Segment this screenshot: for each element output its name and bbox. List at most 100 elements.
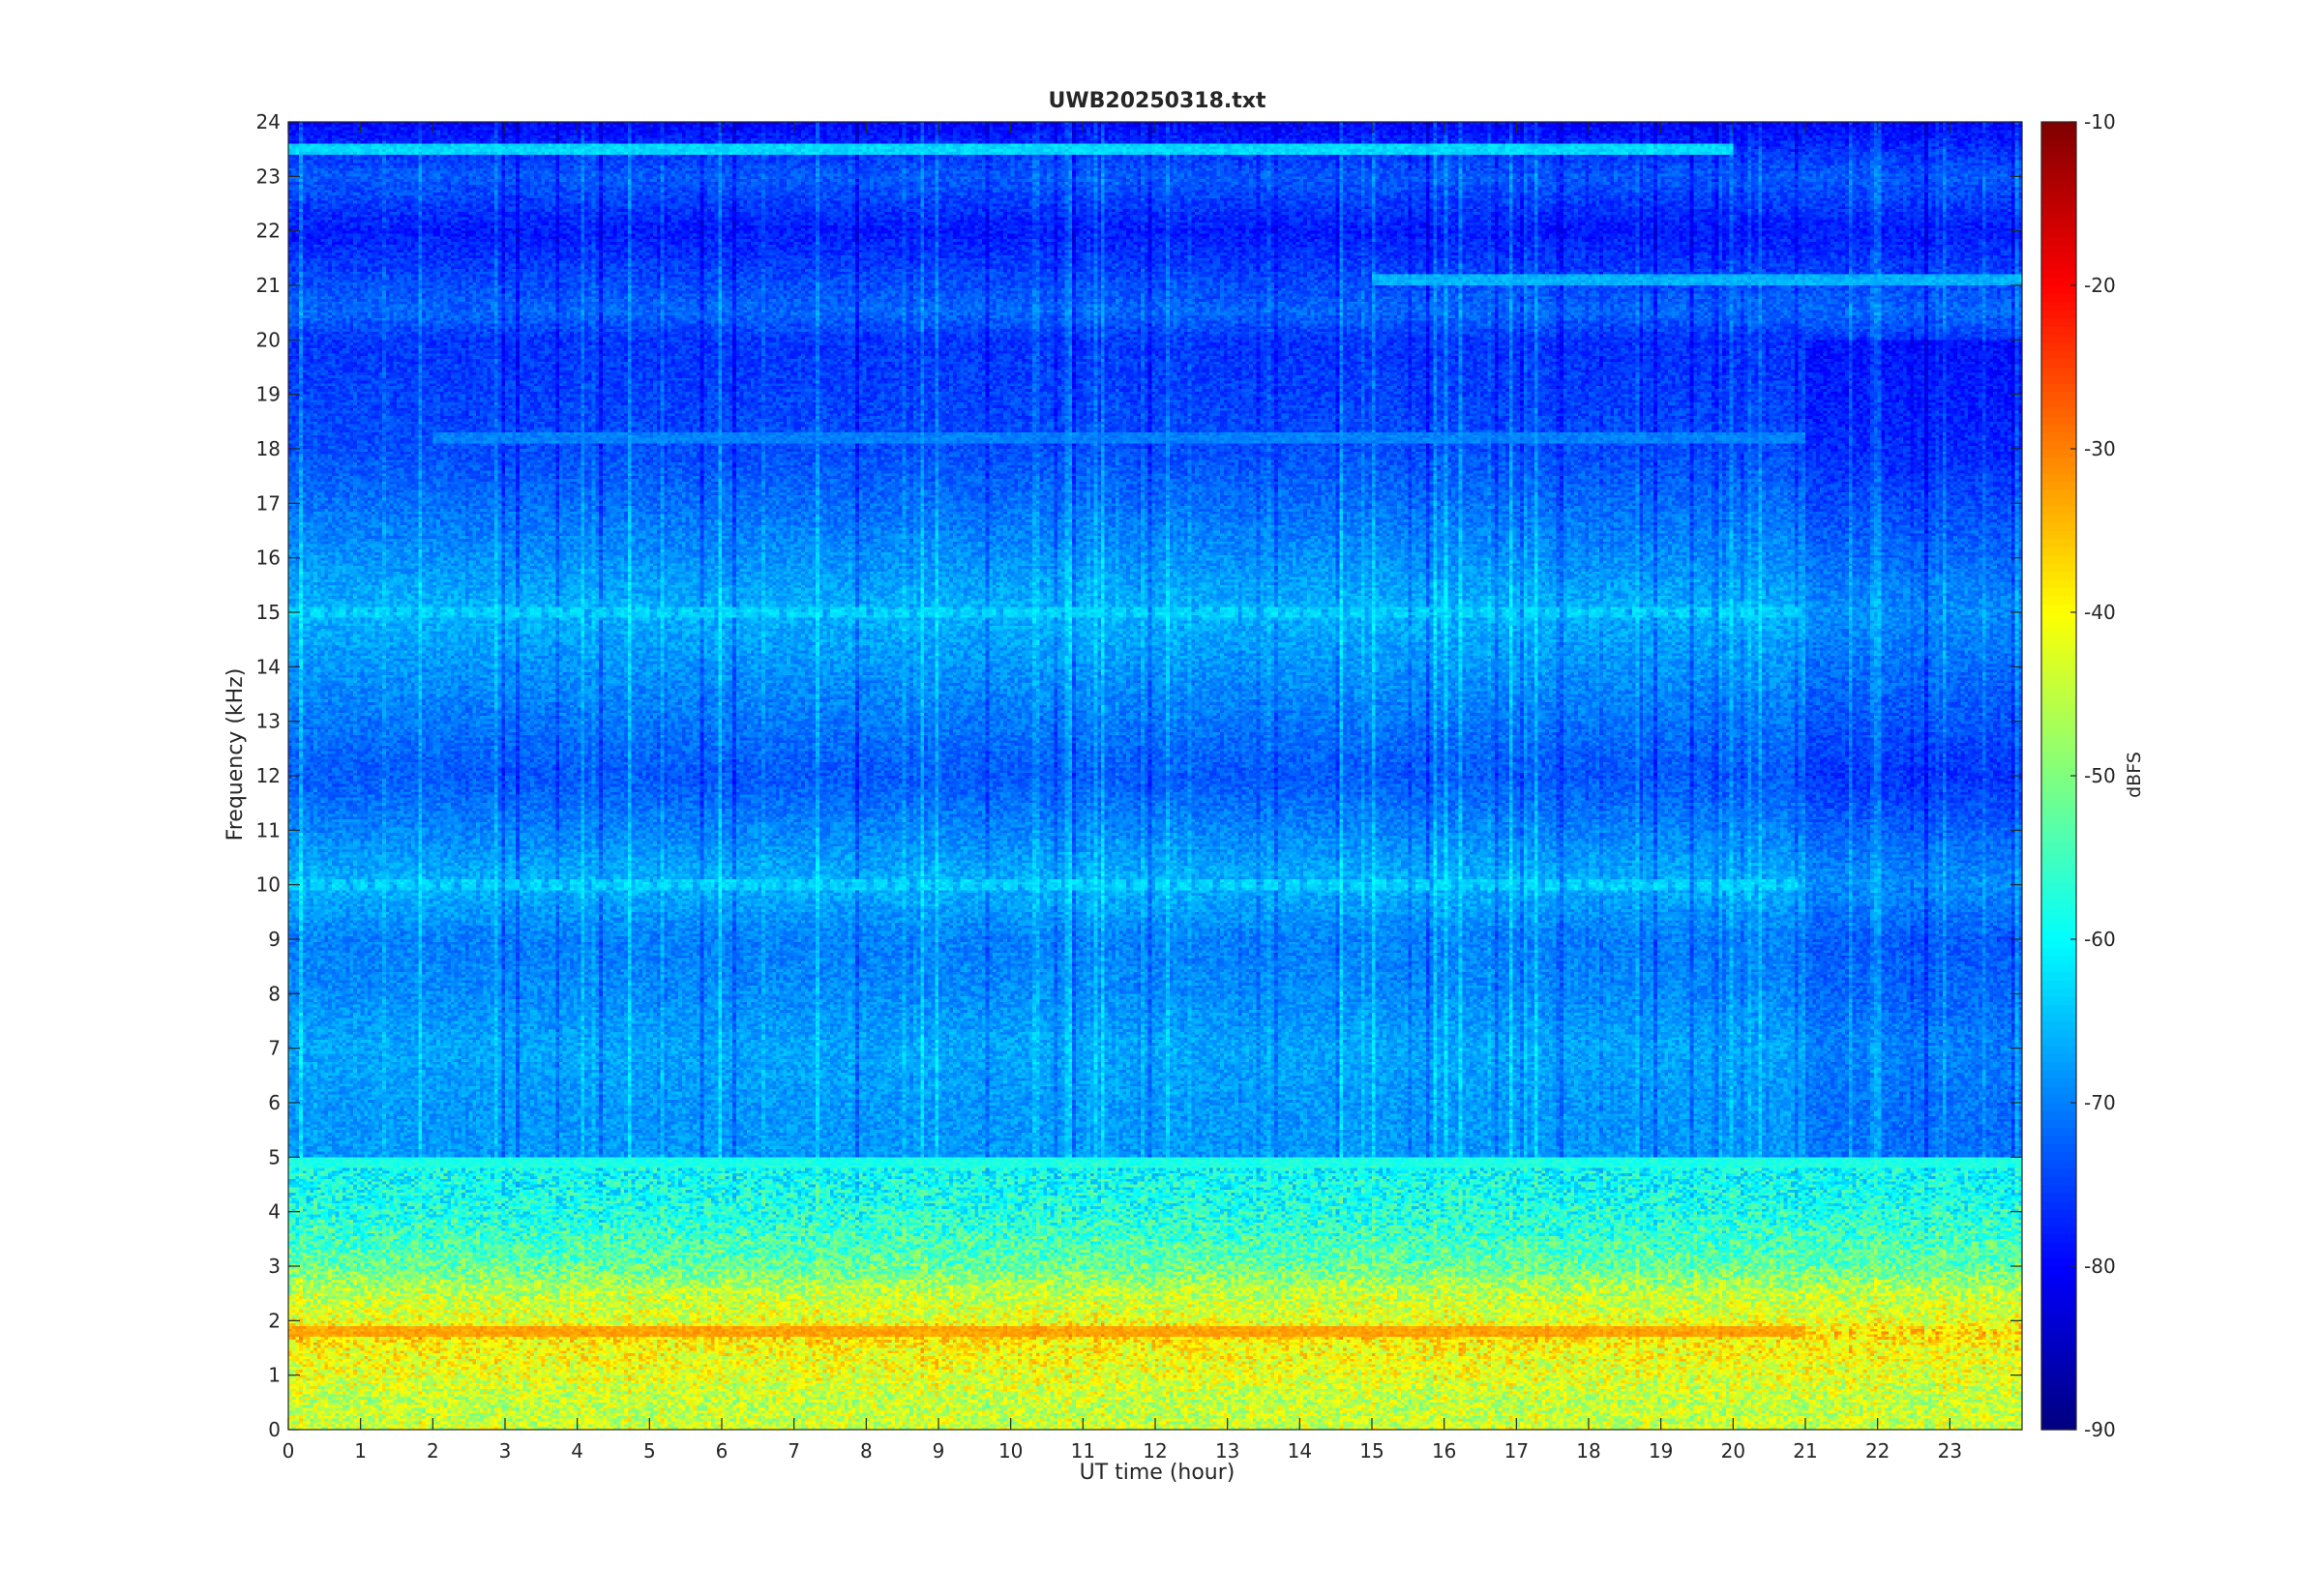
colorbar-segment [2041,1094,2076,1104]
x-tick-label: 9 [933,1439,945,1463]
y-tick-label: 19 [256,383,281,406]
colorbar-segment [2041,416,2076,426]
colorbar-segment [2041,334,2076,343]
colorbar-segment [2041,1020,2076,1030]
x-tick-label: 13 [1215,1439,1239,1463]
colorbar-segment [2041,1013,2076,1022]
y-tick-label: 0 [268,1418,281,1441]
colorbar-segment [2041,1372,2076,1381]
colorbar-segment [2041,1192,2076,1201]
colorbar-segment [2041,1045,2076,1054]
colorbar-tick-label: -60 [2084,928,2116,951]
colorbar-segment [2041,1307,2076,1316]
colorbar-segment [2041,489,2076,499]
colorbar-segment [2041,1160,2076,1169]
x-tick-label: 5 [643,1439,656,1463]
colorbar-segment [2041,1167,2076,1177]
colorbar-segment [2041,203,2076,213]
colorbar-segment [2041,571,2076,580]
colorbar-segment [2041,497,2076,507]
colorbar-segment [2041,554,2076,564]
colorbar-segment [2041,841,2076,850]
colorbar-tick-label: -80 [2084,1255,2116,1278]
colorbar-segment [2041,277,2076,286]
colorbar-segment [2041,383,2076,393]
colorbar-segment [2041,751,2076,760]
colorbar-segment [2041,1290,2076,1300]
colorbar-segment [2041,644,2076,654]
colorbar-segment [2041,906,2076,916]
colorbar-segment [2041,1118,2076,1128]
colorbar-segment [2041,628,2076,637]
colorbar-segment [2041,1143,2076,1153]
y-tick-label: 10 [256,873,281,897]
y-tick-label: 13 [256,710,281,733]
colorbar-segment [2041,122,2076,132]
colorbar-segment [2041,636,2076,646]
y-tick-label: 3 [268,1255,281,1278]
colorbar-segment [2041,931,2076,940]
colorbar-segment [2041,734,2076,744]
colorbar-segment [2041,473,2076,483]
colorbar-segment [2041,301,2076,310]
colorbar-segment [2041,890,2076,900]
x-tick-label: 19 [1649,1439,1673,1463]
colorbar-segment [2041,1323,2076,1333]
colorbar-segment [2041,211,2076,221]
colorbar-segment [2041,923,2076,932]
colorbar-segment [2041,996,2076,1006]
colorbar-segment [2041,833,2076,842]
chart-title: UWB20250318.txt [1049,89,1266,113]
x-axis-label: UT time (hour) [1080,1461,1235,1485]
colorbar-segment [2041,1070,2076,1079]
colorbar-segment [2041,1331,2076,1341]
colorbar-segment [2041,1200,2076,1210]
colorbar-segment [2041,170,2076,180]
colorbar-segment [2041,857,2076,867]
x-tick-label: 7 [788,1439,800,1463]
x-tick-label: 1 [354,1439,367,1463]
colorbar-segment [2041,718,2076,727]
colorbar-segment [2041,743,2076,753]
colorbar-segment [2041,939,2076,949]
colorbar-segment [2041,808,2076,817]
colorbar-segment [2041,988,2076,997]
colorbar-segment [2041,1053,2076,1063]
x-tick-label: 0 [283,1439,295,1463]
colorbar-segment [2041,399,2076,409]
colorbar-segment [2041,1061,2076,1071]
colorbar-segment [2041,1086,2076,1096]
y-tick-label: 15 [256,601,281,624]
colorbar-segment [2041,1135,2076,1144]
colorbar-segment [2041,947,2076,957]
colorbar-segment [2041,187,2076,196]
y-tick-label: 7 [268,1037,281,1060]
colorbar-segment [2041,457,2076,466]
y-tick-label: 11 [256,818,281,842]
colorbar-segment [2041,1217,2076,1227]
x-tick-label: 22 [1865,1439,1890,1463]
colorbar-segment [2041,220,2076,229]
colorbar-segment [2041,1241,2076,1251]
colorbar-segment [2041,195,2076,205]
colorbar-segment [2041,1397,2076,1406]
x-axis: 0 1 2 3 4 5 6 7 8 9 10 11 12 13 14 15 16 17 18 19 20 21 22 23 [283,122,1962,1463]
colorbar-segment [2041,522,2076,532]
colorbar-segment [2041,914,2076,924]
colorbar-segment [2041,1315,2076,1324]
colorbar-segment [2041,596,2076,606]
colorbar-segment [2041,1388,2076,1398]
colorbar-segment [2041,538,2076,547]
y-tick-label: 17 [256,491,281,515]
colorbar-segment [2041,661,2076,670]
y-tick-label: 16 [256,547,281,570]
x-tick-label: 20 [1721,1439,1745,1463]
colorbar-segment [2041,980,2076,990]
colorbar-segment [2041,1413,2076,1423]
x-tick-label: 12 [1143,1439,1167,1463]
colorbar-segment [2041,898,2076,907]
colorbar-segment [2041,481,2076,490]
colorbar-tick-label: -30 [2084,437,2116,460]
colorbar-segment [2041,1037,2076,1047]
